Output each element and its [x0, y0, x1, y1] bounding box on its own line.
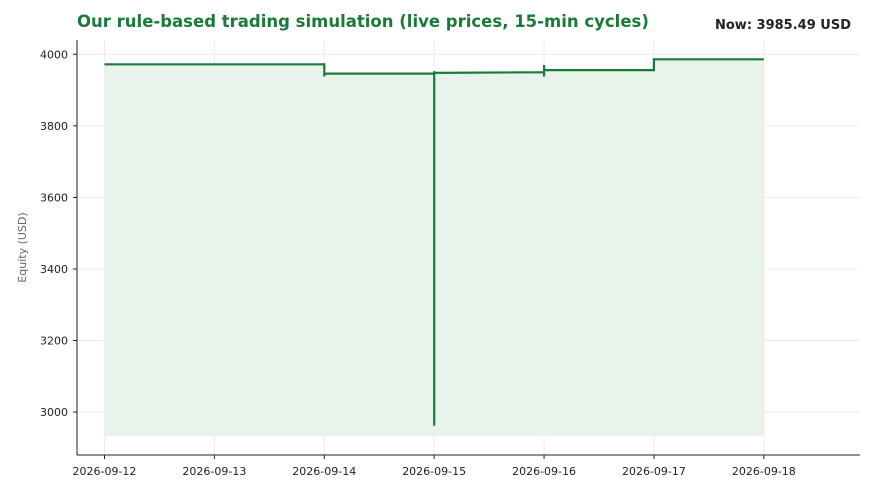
- y-axis-label: Equity (USD): [16, 212, 29, 282]
- equity-line: [104, 58, 764, 426]
- chart-title: Our rule-based trading simulation (live …: [77, 12, 649, 31]
- x-tick-label: 2026-09-17: [622, 465, 686, 478]
- x-tick-label: 2026-09-18: [732, 465, 796, 478]
- y-tick-label: 3000: [40, 406, 68, 419]
- current-equity-label: Now: 3985.49 USD: [715, 18, 851, 33]
- y-tick-label: 4000: [40, 48, 68, 61]
- y-tick-label: 3600: [40, 191, 68, 204]
- y-tick-label: 3400: [40, 263, 68, 276]
- y-ticks: 3000 3200 3400 3600 3800 4000: [40, 48, 77, 419]
- x-tick-label: 2026-09-15: [402, 465, 466, 478]
- x-tick-label: 2026-09-14: [292, 465, 356, 478]
- x-tick-label: 2026-09-16: [512, 465, 576, 478]
- y-tick-label: 3800: [40, 120, 68, 133]
- x-ticks: 2026-09-12 2026-09-13 2026-09-14 2026-09-15…: [73, 455, 796, 478]
- x-tick-label: 2026-09-12: [73, 465, 137, 478]
- y-tick-label: 3200: [40, 335, 68, 348]
- x-tick-label: 2026-09-13: [182, 465, 246, 478]
